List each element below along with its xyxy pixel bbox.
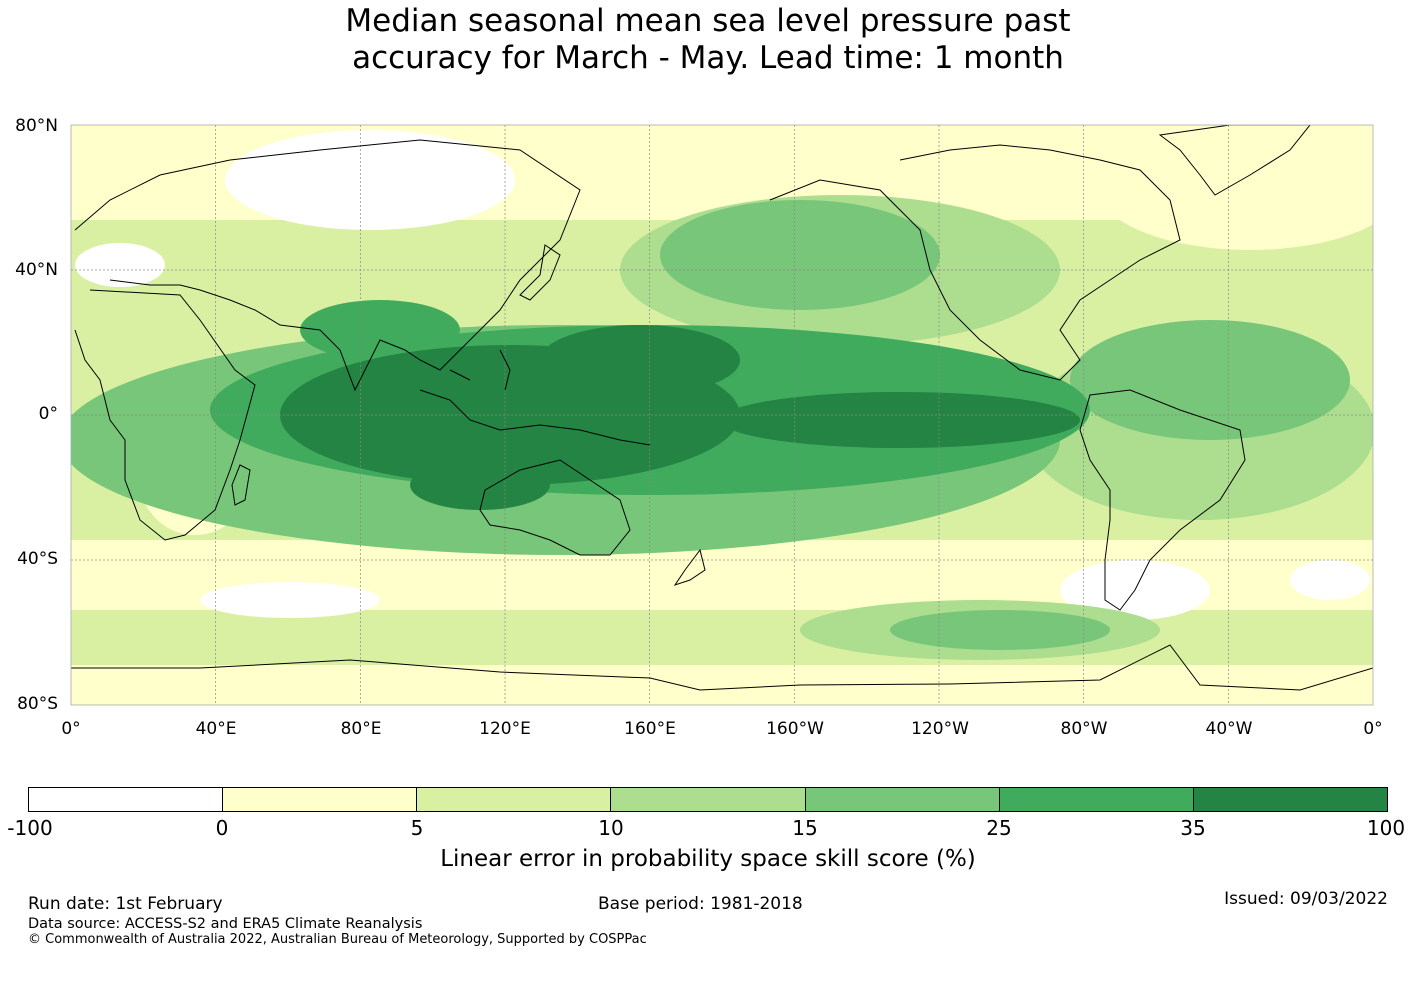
region-antarctic-low <box>71 665 1373 705</box>
base-period: Base period: 1981-2018 <box>598 894 803 914</box>
lon-label-160w: 160°W <box>766 719 824 739</box>
lon-label-80w: 80°W <box>1060 719 1108 739</box>
colorbar-tick-label: 15 <box>792 816 818 840</box>
colorbar-segment <box>611 788 806 811</box>
colorbar-segment <box>29 788 224 811</box>
coast-north-america <box>769 144 1181 381</box>
coast-eurasia <box>74 139 581 392</box>
region-siberia-negative <box>225 130 515 230</box>
coast-antarctica <box>71 644 1373 691</box>
region-west-pacific-very-high <box>540 325 740 395</box>
coastlines <box>71 125 1373 691</box>
colorbar-tick-label: 25 <box>986 816 1012 840</box>
region-north-america-low <box>800 130 920 190</box>
lon-label-160e: 160°E <box>624 719 676 739</box>
colorbar <box>28 787 1388 812</box>
coast-greenland <box>1158 125 1311 196</box>
lon-label-120w: 120°W <box>911 719 969 739</box>
lon-label-40e: 40°E <box>195 719 237 739</box>
coast-new-zealand <box>673 548 706 586</box>
region-equatorial-pacific-very-high <box>720 392 1080 448</box>
map-title-line-1: Median seasonal mean sea level pressure … <box>345 3 1071 39</box>
colorbar-segment <box>805 788 1000 811</box>
region-aleutian-good <box>660 200 940 310</box>
coast-australia <box>479 459 631 556</box>
lon-label-40w: 40°W <box>1205 719 1253 739</box>
lat-label-80s: 80°S <box>17 694 58 714</box>
region-south-indian-negative <box>200 582 380 618</box>
skill-regions <box>71 125 1373 705</box>
region-europe-negative <box>75 243 165 287</box>
data-source: Data source: ACCESS-S2 and ERA5 Climate … <box>28 916 423 932</box>
colorbar-tick-label: 0 <box>215 816 229 840</box>
region-arabian-sea-high <box>300 300 460 360</box>
colorbar-tick-label: 100 <box>1366 816 1406 840</box>
colorbar-tick-label: 10 <box>598 816 624 840</box>
skill-score-map <box>70 124 1374 706</box>
colorbar-label: Linear error in probability space skill … <box>440 846 976 872</box>
colorbar-segment <box>223 788 418 811</box>
lon-label-120e: 120°E <box>479 719 531 739</box>
run-date: Run date: 1st February <box>28 894 223 914</box>
map-gridlines <box>71 125 1373 705</box>
colorbar-segment <box>999 788 1194 811</box>
coast-madagascar <box>231 464 251 506</box>
colorbar-segment <box>417 788 612 811</box>
lat-label-equator: 0° <box>38 404 58 424</box>
map-title-line-2: accuracy for March - May. Lead time: 1 m… <box>352 40 1064 76</box>
colorbar-tick-label: 35 <box>1180 816 1206 840</box>
colorbar-tick-label: 5 <box>410 816 424 840</box>
coast-south-america <box>1079 389 1246 611</box>
lon-label-0-east: 0° <box>1363 719 1383 739</box>
region-south-atlantic-negative <box>1290 560 1370 600</box>
copyright-notice: © Commonwealth of Australia 2022, Austra… <box>28 932 647 947</box>
colorbar-tick-label: -100 <box>7 816 53 840</box>
coast-southeast-asia-islands <box>419 349 651 446</box>
coast-japan <box>519 244 561 301</box>
colorbar-segment <box>1193 788 1387 811</box>
lon-label-80e: 80°E <box>340 719 382 739</box>
lat-label-40s: 40°S <box>17 549 58 569</box>
map-frame <box>70 124 1374 706</box>
lon-label-0-west: 0° <box>61 719 81 739</box>
coast-africa <box>74 289 256 541</box>
lat-label-80n: 80°N <box>15 116 58 136</box>
lat-label-40n: 40°N <box>15 260 58 280</box>
region-north-atlantic-low <box>1100 130 1373 250</box>
issued-date: Issued: 09/03/2022 <box>1224 889 1388 909</box>
region-amundsen-good <box>890 610 1110 650</box>
region-tropical-atlantic-good <box>1070 320 1350 440</box>
